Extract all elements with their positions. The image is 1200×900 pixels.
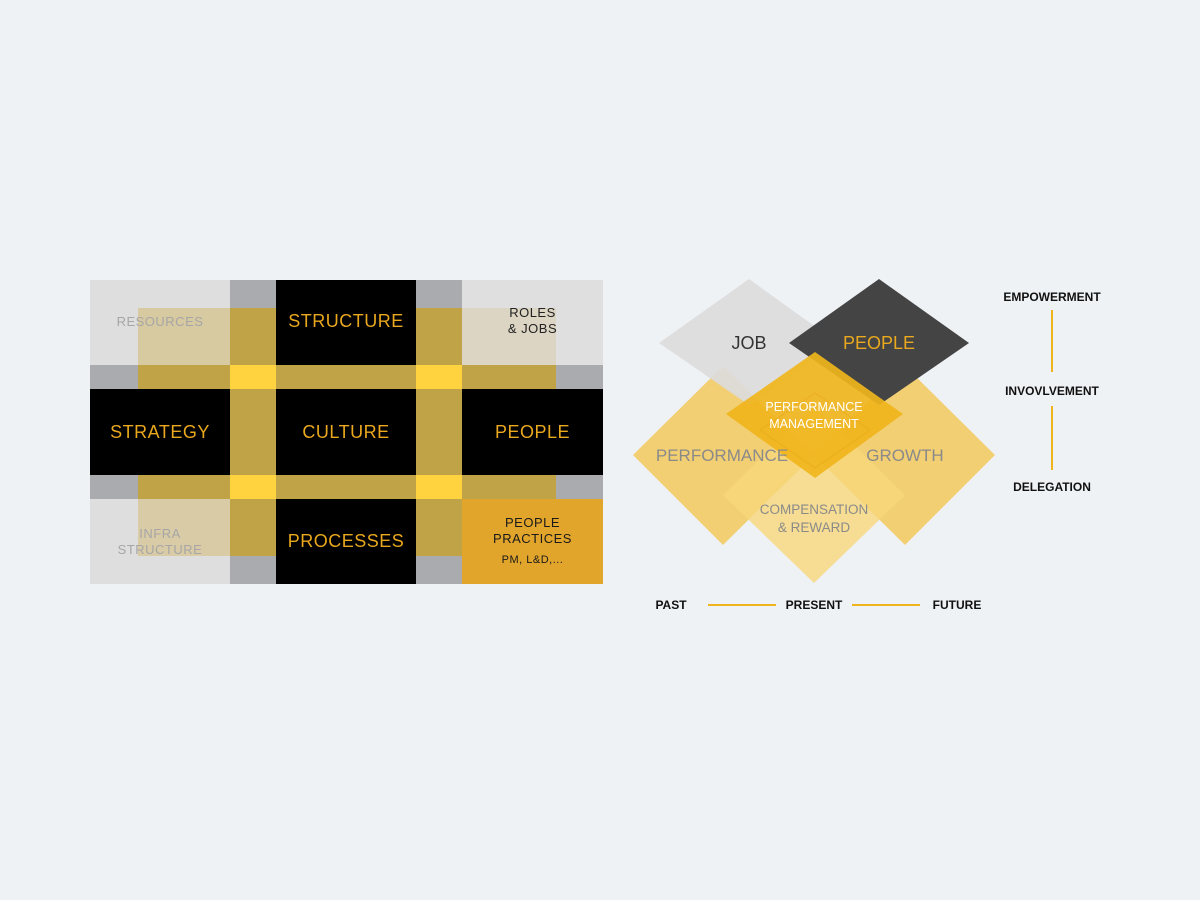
label-people-text: PEOPLE [494, 421, 571, 442]
label-practices-line3: PM, L&D,... [501, 554, 564, 566]
intersection-highlight [416, 365, 462, 389]
label-pm-line1: PERFORMANCE [765, 400, 862, 414]
label-job: JOB [731, 333, 766, 353]
tile-structure-bg [276, 280, 416, 365]
intersection-highlight [230, 365, 276, 389]
label-infra-line1: INFRA [139, 525, 181, 541]
label-processes-text: PROCESSES [287, 531, 405, 551]
label-growth: GROWTH [866, 446, 943, 465]
label-structure-text: STRUCTURE [288, 310, 404, 331]
label-resources-text: RESOURCES [116, 313, 204, 329]
scale-involvement: INVOVLVEMENT [1005, 384, 1099, 398]
tile-processes-bg [276, 499, 416, 584]
label-comp-line1: COMPENSATION [760, 502, 869, 517]
label-strategy: STRATEGY [90, 389, 230, 475]
diamond-inner-outline [759, 392, 871, 469]
label-infrastructure: INFRA STRUCTURE [90, 499, 230, 584]
org-grid-diagram: RESOURCES STRUCTURE ROLES & JOBS STRATEG… [90, 280, 603, 584]
timeline-future: FUTURE [933, 598, 982, 612]
label-roles-jobs: ROLES & JOBS [462, 280, 603, 362]
label-comp-line2: & REWARD [778, 520, 851, 535]
label-processes: PROCESSES [276, 499, 416, 584]
intersection-highlight [416, 475, 462, 499]
label-roles-line2: & JOBS [507, 321, 558, 336]
intersection-highlight [230, 475, 276, 499]
tile-people-bg [462, 389, 603, 475]
tile-roles-fade [462, 280, 603, 365]
label-performance: PERFORMANCE [656, 446, 788, 465]
label-diamond-people: PEOPLE [843, 333, 915, 353]
tile-culture-bg [276, 389, 416, 475]
tile-people-practices-bg [462, 499, 603, 584]
label-practices-line1: PEOPLE [504, 515, 561, 530]
diamond-performance-management [726, 352, 903, 478]
timeline-past: PAST [655, 598, 687, 612]
label-infra-line2: STRUCTURE [117, 541, 203, 557]
label-roles-line1: ROLES [509, 305, 556, 320]
tile-strategy-bg [90, 389, 230, 475]
label-people: PEOPLE [462, 389, 603, 475]
scale-delegation: DELEGATION [1013, 480, 1091, 494]
label-practices-line2: PRACTICES [493, 531, 572, 546]
label-pm-line2: MANAGEMENT [769, 417, 859, 431]
tile-infra-fade [90, 499, 230, 584]
tile-resources-fade [90, 280, 230, 365]
timeline-present: PRESENT [786, 598, 843, 612]
label-strategy-text: STRATEGY [110, 421, 210, 442]
label-people-practices: PEOPLE PRACTICES PM, L&D,... [462, 499, 603, 584]
label-culture-text: CULTURE [302, 421, 390, 442]
label-structure: STRUCTURE [276, 280, 416, 362]
label-culture: CULTURE [276, 389, 416, 475]
scale-empowerment: EMPOWERMENT [1003, 290, 1101, 304]
label-resources: RESOURCES [90, 280, 230, 362]
diamond-compensation [723, 406, 905, 583]
